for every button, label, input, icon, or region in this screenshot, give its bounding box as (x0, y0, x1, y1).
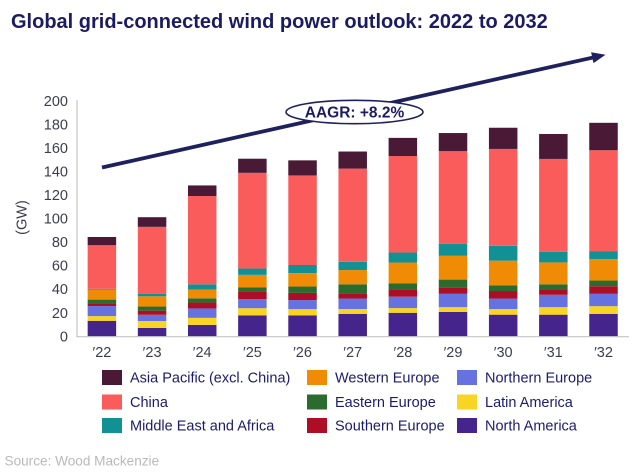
svg-text:180: 180 (44, 117, 68, 133)
svg-text:Source: Wood Mackenzie: Source: Wood Mackenzie (5, 453, 160, 468)
svg-text:AAGR: +8.2%: AAGR: +8.2% (305, 105, 405, 122)
svg-text:20: 20 (52, 306, 68, 322)
svg-text:′27: ′27 (343, 345, 362, 361)
svg-text:China: China (130, 395, 169, 411)
svg-text:200: 200 (44, 94, 68, 110)
svg-text:′24: ′24 (193, 345, 212, 361)
svg-text:40: 40 (52, 282, 68, 298)
svg-text:Global grid-connected wind pow: Global grid-connected wind power outlook… (11, 11, 548, 33)
svg-text:Northern Europe: Northern Europe (485, 371, 592, 387)
svg-text:Asia Pacific (excl. China): Asia Pacific (excl. China) (130, 371, 290, 387)
svg-text:′30: ′30 (494, 345, 513, 361)
svg-text:′26: ′26 (293, 345, 312, 361)
svg-text:′28: ′28 (393, 345, 412, 361)
svg-text:Middle East and Africa: Middle East and Africa (130, 419, 275, 435)
svg-text:′29: ′29 (444, 345, 463, 361)
svg-text:′31: ′31 (544, 345, 563, 361)
svg-text:(GW): (GW) (14, 200, 30, 235)
svg-text:′22: ′22 (92, 345, 111, 361)
svg-text:60: 60 (52, 259, 68, 275)
svg-text:′32: ′32 (594, 345, 613, 361)
svg-text:0: 0 (60, 329, 68, 345)
svg-text:Southern Europe: Southern Europe (335, 419, 445, 435)
svg-text:80: 80 (52, 235, 68, 251)
svg-text:160: 160 (44, 141, 68, 157)
svg-text:′23: ′23 (143, 345, 162, 361)
svg-text:Latin America: Latin America (485, 395, 574, 411)
svg-text:Eastern Europe: Eastern Europe (335, 395, 436, 411)
svg-text:North America: North America (485, 419, 578, 435)
svg-text:140: 140 (44, 165, 68, 181)
svg-text:Western Europe: Western Europe (335, 371, 440, 387)
svg-text:100: 100 (44, 212, 68, 228)
svg-text:′25: ′25 (243, 345, 262, 361)
svg-text:120: 120 (44, 188, 68, 204)
